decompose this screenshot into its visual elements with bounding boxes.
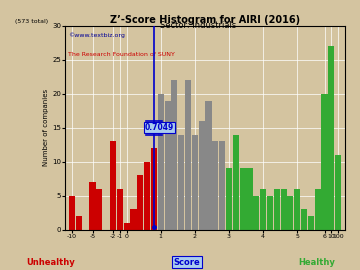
Bar bbox=[315, 189, 321, 230]
Bar bbox=[260, 189, 266, 230]
Bar bbox=[158, 94, 164, 230]
Bar bbox=[137, 175, 143, 230]
Bar bbox=[178, 134, 184, 230]
Text: Healthy: Healthy bbox=[298, 258, 335, 266]
Bar bbox=[246, 168, 252, 230]
Bar bbox=[165, 100, 171, 230]
Bar bbox=[199, 121, 205, 230]
Bar bbox=[239, 168, 246, 230]
Bar bbox=[123, 223, 130, 230]
Bar bbox=[301, 209, 307, 230]
Bar bbox=[328, 46, 334, 230]
Bar bbox=[274, 189, 280, 230]
Bar bbox=[171, 80, 177, 229]
Bar bbox=[110, 141, 116, 230]
Bar bbox=[192, 134, 198, 230]
Bar bbox=[212, 141, 219, 230]
Text: (573 total): (573 total) bbox=[15, 19, 48, 24]
Text: The Research Foundation of SUNY: The Research Foundation of SUNY bbox=[68, 52, 175, 57]
Bar bbox=[117, 189, 123, 230]
Bar bbox=[267, 196, 273, 230]
Bar bbox=[206, 100, 212, 230]
Bar bbox=[321, 94, 328, 230]
Bar bbox=[233, 134, 239, 230]
Bar bbox=[280, 189, 287, 230]
Bar bbox=[76, 216, 82, 229]
Bar bbox=[69, 196, 75, 230]
Bar bbox=[287, 196, 293, 230]
Text: Sector: Industrials: Sector: Industrials bbox=[160, 21, 236, 30]
Bar bbox=[130, 209, 136, 230]
Title: Z’-Score Histogram for AIRI (2016): Z’-Score Histogram for AIRI (2016) bbox=[110, 15, 300, 25]
Bar bbox=[253, 196, 259, 230]
Bar bbox=[144, 162, 150, 230]
Bar bbox=[335, 155, 341, 230]
Text: ©www.textbiz.org: ©www.textbiz.org bbox=[68, 32, 125, 38]
Bar bbox=[151, 148, 157, 230]
Bar bbox=[185, 80, 191, 229]
Bar bbox=[294, 189, 300, 230]
Bar bbox=[308, 216, 314, 229]
Bar bbox=[226, 168, 232, 230]
Text: 0.7049: 0.7049 bbox=[145, 123, 174, 132]
Bar bbox=[219, 141, 225, 230]
Bar bbox=[96, 189, 102, 230]
Y-axis label: Number of companies: Number of companies bbox=[43, 89, 49, 166]
Text: Score: Score bbox=[174, 258, 201, 266]
Bar bbox=[89, 182, 96, 230]
Text: Unhealthy: Unhealthy bbox=[26, 258, 75, 266]
